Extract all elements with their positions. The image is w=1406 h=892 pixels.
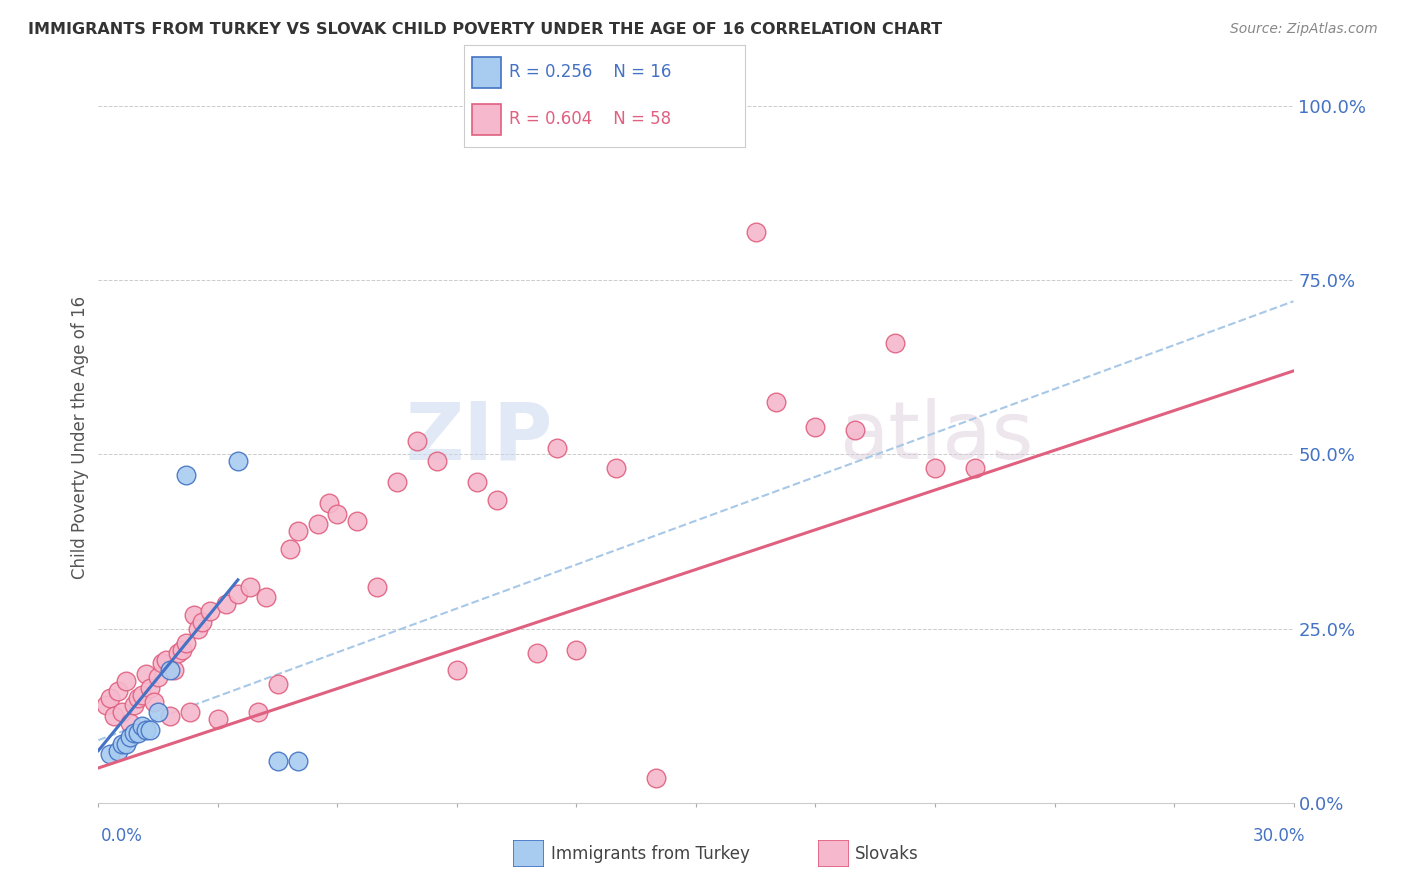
Point (326, 507, 349, 521)
Text: 30.0%: 30.0% (1253, 827, 1305, 845)
FancyBboxPatch shape (472, 104, 501, 135)
Point (765, 395, 787, 409)
Point (115, 673, 138, 688)
Point (804, 419, 827, 434)
Point (884, 336, 907, 351)
Text: IMMIGRANTS FROM TURKEY VS SLOVAK CHILD POVERTY UNDER THE AGE OF 16 CORRELATION C: IMMIGRANTS FROM TURKEY VS SLOVAK CHILD P… (28, 22, 942, 37)
Text: Source: ZipAtlas.com: Source: ZipAtlas.com (1230, 22, 1378, 37)
Point (226, 454, 249, 468)
Point (167, 646, 190, 660)
Point (124, 698, 146, 713)
Text: Slovaks: Slovaks (855, 845, 918, 863)
Point (143, 695, 166, 709)
Text: Immigrants from Turkey: Immigrants from Turkey (551, 845, 749, 863)
Text: ZIP: ZIP (405, 398, 553, 476)
Point (148, 670, 170, 684)
FancyBboxPatch shape (818, 840, 849, 867)
Point (465, 475, 488, 490)
Point (98, 747, 122, 761)
Point (183, 607, 205, 622)
Point (96, 698, 118, 713)
Point (406, 434, 429, 448)
Point (267, 677, 290, 691)
Point (120, 730, 142, 744)
Point (191, 615, 214, 629)
Point (103, 708, 125, 723)
Point (546, 441, 568, 455)
Point (565, 642, 588, 657)
Point (115, 737, 138, 751)
Point (287, 754, 309, 768)
Point (485, 492, 508, 507)
Point (239, 580, 262, 594)
Point (745, 225, 768, 239)
Point (526, 646, 548, 660)
Point (148, 705, 170, 719)
Point (135, 667, 157, 681)
Point (107, 684, 129, 698)
Point (346, 514, 368, 528)
Point (107, 743, 129, 757)
Text: R = 0.256    N = 16: R = 0.256 N = 16 (509, 63, 671, 81)
Point (131, 688, 153, 702)
FancyBboxPatch shape (513, 840, 544, 867)
Point (135, 723, 157, 737)
Text: R = 0.604    N = 58: R = 0.604 N = 58 (509, 111, 671, 128)
Point (226, 587, 249, 601)
Point (426, 454, 449, 468)
Point (198, 604, 221, 618)
Point (267, 754, 290, 768)
Point (307, 517, 329, 532)
Point (159, 708, 181, 723)
Point (150, 657, 173, 671)
Point (207, 712, 229, 726)
Point (124, 726, 146, 740)
Point (215, 597, 238, 611)
Point (174, 635, 197, 649)
Point (120, 715, 142, 730)
Point (605, 461, 627, 475)
Point (844, 423, 866, 437)
Point (278, 541, 301, 556)
Point (318, 496, 340, 510)
Point (179, 705, 201, 719)
Point (98, 691, 122, 706)
Point (924, 461, 946, 475)
Point (131, 719, 153, 733)
Point (159, 664, 181, 678)
Point (174, 468, 197, 483)
Point (111, 737, 134, 751)
Point (645, 772, 668, 786)
Point (385, 475, 409, 490)
Point (254, 591, 277, 605)
Y-axis label: Child Poverty Under the Age of 16: Child Poverty Under the Age of 16 (70, 295, 89, 579)
Point (963, 461, 986, 475)
Point (172, 642, 194, 657)
Point (155, 653, 177, 667)
Point (246, 705, 269, 719)
Point (287, 524, 309, 538)
Point (127, 726, 149, 740)
Point (111, 705, 134, 719)
Point (163, 664, 186, 678)
Point (139, 723, 162, 737)
Point (446, 664, 468, 678)
Point (139, 681, 162, 695)
Text: atlas: atlas (839, 398, 1033, 476)
Point (187, 622, 209, 636)
Point (366, 580, 388, 594)
Point (127, 691, 149, 706)
FancyBboxPatch shape (472, 57, 501, 87)
Text: 0.0%: 0.0% (101, 827, 143, 845)
